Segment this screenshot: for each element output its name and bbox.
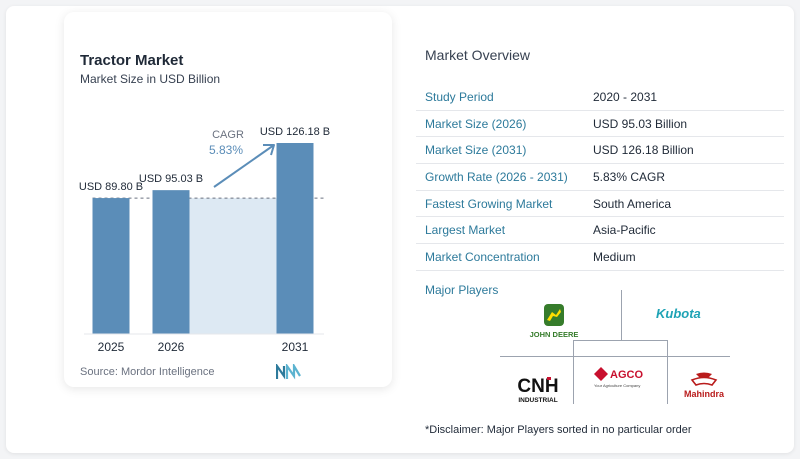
- agco-subtext: Your Agriculture Company: [594, 383, 640, 388]
- x-tick-2026: 2026: [158, 340, 185, 354]
- source-text: Source: Mordor Intelligence: [80, 366, 215, 378]
- cnh-industrial-logo: CNH INDUSTRIAL: [514, 372, 562, 406]
- kubota-logo: Kubota: [656, 305, 716, 323]
- overview-label: Fastest Growing Market: [425, 196, 553, 211]
- bar-2031: [276, 143, 314, 334]
- overview-value: 2020 - 2031: [593, 89, 658, 104]
- data-label-2025: USD 89.80 B: [79, 181, 143, 193]
- john-deere-text: JOHN DEERE: [530, 330, 579, 339]
- mordor-intelligence-logo-icon: [276, 364, 301, 380]
- agco-icon: AGCO Your Agriculture Company: [594, 367, 643, 388]
- mahindra-logo: Mahindra: [682, 372, 726, 400]
- overview-value: Asia-Pacific: [593, 223, 656, 238]
- bar-2025: [92, 198, 130, 334]
- data-label-2031: USD 126.18 B: [260, 126, 330, 138]
- cagr-label: CAGR: [212, 129, 244, 141]
- overview-title: Market Overview: [425, 47, 531, 63]
- overview-label: Market Size (2031): [425, 143, 527, 158]
- overview-value: USD 95.03 Billion: [593, 116, 688, 131]
- john-deere-logo: JOHN DEERE: [524, 302, 584, 342]
- overview-row: Market Concentration Medium: [416, 244, 784, 271]
- overview-value: Medium: [593, 249, 636, 264]
- overview-label: Growth Rate (2026 - 2031): [425, 169, 568, 184]
- overview-label: Study Period: [425, 89, 494, 104]
- agco-text: AGCO: [610, 369, 643, 381]
- grid-divider: [667, 340, 668, 404]
- overview-row: Study Period 2020 - 2031: [416, 84, 784, 111]
- players-title: Major Players: [425, 283, 499, 297]
- grid-divider: [621, 290, 622, 340]
- overview-row: Market Size (2031) USD 126.18 Billion: [416, 137, 784, 165]
- overview-row: Growth Rate (2026 - 2031) 5.83% CAGR: [416, 164, 784, 191]
- mahindra-text: Mahindra: [684, 389, 725, 399]
- overview-label: Largest Market: [425, 223, 506, 238]
- cagr-gap-fill: [189, 198, 277, 334]
- john-deere-deer-icon: JOHN DEERE: [530, 304, 579, 339]
- x-tick-2025: 2025: [98, 340, 125, 354]
- overview-value: South America: [593, 196, 672, 211]
- chart-title: Tractor Market: [80, 52, 184, 69]
- overview-row: Fastest Growing Market South America: [416, 191, 784, 218]
- overview-label: Market Concentration: [425, 249, 540, 264]
- cnh-subtext: INDUSTRIAL: [518, 397, 557, 404]
- overview-row: Market Size (2026) USD 95.03 Billion: [416, 111, 784, 138]
- x-tick-2031: 2031: [282, 340, 309, 354]
- kubota-text: Kubota: [656, 306, 701, 321]
- overview-row: Largest Market Asia-Pacific: [416, 217, 784, 245]
- cagr-arrow-icon: [213, 144, 275, 188]
- grid-divider: [573, 340, 668, 341]
- cnh-text: CNH: [517, 376, 558, 397]
- grid-divider: [500, 356, 730, 357]
- disclaimer: *Disclaimer: Major Players sorted in no …: [425, 424, 692, 436]
- overview-value: USD 126.18 Billion: [593, 143, 694, 158]
- overview-value: 5.83% CAGR: [593, 169, 666, 184]
- chart-subtitle: Market Size in USD Billion: [80, 72, 221, 86]
- overview-label: Market Size (2026): [425, 116, 527, 131]
- agco-logo: AGCO Your Agriculture Company: [592, 364, 648, 390]
- grid-divider: [573, 340, 574, 404]
- cagr-value: 5.83%: [209, 143, 243, 157]
- mahindra-icon: Mahindra: [684, 372, 725, 399]
- bar-2026: [152, 190, 190, 334]
- overview-table: Study Period 2020 - 2031 Market Size (20…: [416, 84, 784, 271]
- kubota-wordmark-icon: Kubota: [656, 306, 701, 321]
- data-label-2026: USD 95.03 B: [139, 173, 203, 185]
- cnh-industrial-icon: CNH INDUSTRIAL: [517, 376, 558, 404]
